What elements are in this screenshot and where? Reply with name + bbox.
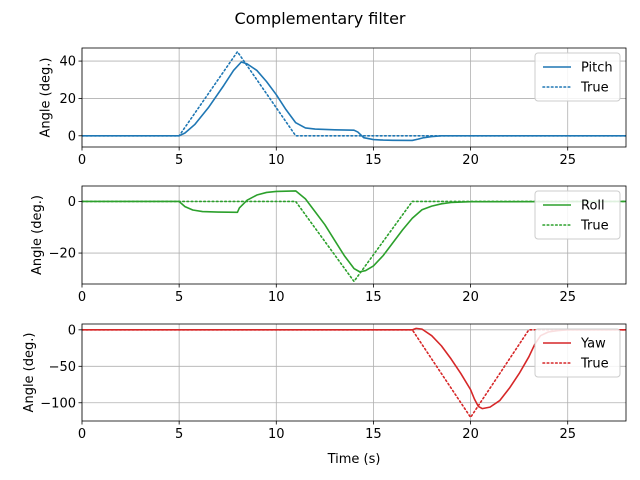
legend-label: True — [580, 219, 609, 234]
x-tick-label: 15 — [365, 153, 382, 168]
legend-label: Roll — [581, 199, 605, 214]
x-tick-label: 5 — [175, 427, 183, 442]
x-tick-label: 20 — [462, 153, 479, 168]
x-tick-label: 0 — [78, 427, 86, 442]
y-tick-label: 20 — [59, 92, 76, 107]
legend: Yaw True — [534, 328, 621, 378]
series-line-true — [82, 200, 626, 283]
y-tick-label: 0 — [68, 323, 76, 338]
legend-box — [534, 328, 621, 378]
subplot-1: 0 5 10 15 20 25 0 20 40 Angle (deg.) Pitch True — [38, 47, 627, 168]
subplot-3: 0 5 10 15 20 25 −100 −50 0 Angle (deg.) Time (s) Ya… — [22, 323, 627, 467]
x-tick-label: 0 — [78, 290, 86, 305]
legend-box — [534, 52, 621, 102]
y-axis-label: Angle (deg.) — [22, 333, 37, 413]
y-tick-label: −50 — [49, 360, 76, 375]
axes-frame — [81, 47, 627, 148]
x-tick-label: 10 — [268, 427, 285, 442]
legend-label: Yaw — [580, 337, 606, 352]
series-line-roll — [82, 190, 626, 273]
y-tick-label: −20 — [49, 247, 76, 262]
series-line-pitch — [82, 61, 626, 142]
x-tick-label: 5 — [175, 153, 183, 168]
x-tick-label: 0 — [78, 153, 86, 168]
x-axis-label: Time (s) — [327, 452, 381, 467]
legend: Pitch True — [534, 52, 621, 102]
x-tick-label: 15 — [365, 427, 382, 442]
series-line-true — [82, 50, 626, 137]
subplot-2: 0 5 10 15 20 25 −20 0 Angle (deg.) Roll True — [30, 185, 627, 305]
y-tick-label: 0 — [68, 129, 76, 144]
legend-label: True — [580, 81, 609, 96]
legend: Roll True — [534, 190, 621, 240]
y-tick-label: 40 — [59, 55, 76, 70]
x-tick-label: 25 — [559, 290, 576, 305]
legend-box — [534, 190, 621, 240]
x-tick-label: 20 — [462, 427, 479, 442]
x-tick-label: 15 — [365, 290, 382, 305]
subplots-container: 0 5 10 15 20 25 0 20 40 Angle (deg.) Pitch True 0 5 10… — [22, 47, 627, 467]
y-tick-label: 0 — [68, 195, 76, 210]
x-tick-label: 5 — [175, 290, 183, 305]
axes-frame — [81, 323, 627, 422]
y-axis-label: Angle (deg.) — [38, 58, 53, 138]
figure-title: Complementary filter — [235, 9, 406, 28]
y-tick-label: −100 — [40, 396, 76, 411]
x-tick-label: 20 — [462, 290, 479, 305]
x-tick-label: 10 — [268, 153, 285, 168]
y-axis-label: Angle (deg.) — [30, 195, 45, 275]
axes-frame — [81, 185, 627, 285]
x-tick-label: 10 — [268, 290, 285, 305]
x-tick-label: 25 — [559, 427, 576, 442]
x-tick-label: 25 — [559, 153, 576, 168]
legend-label: Pitch — [581, 61, 613, 76]
legend-label: True — [580, 357, 609, 372]
